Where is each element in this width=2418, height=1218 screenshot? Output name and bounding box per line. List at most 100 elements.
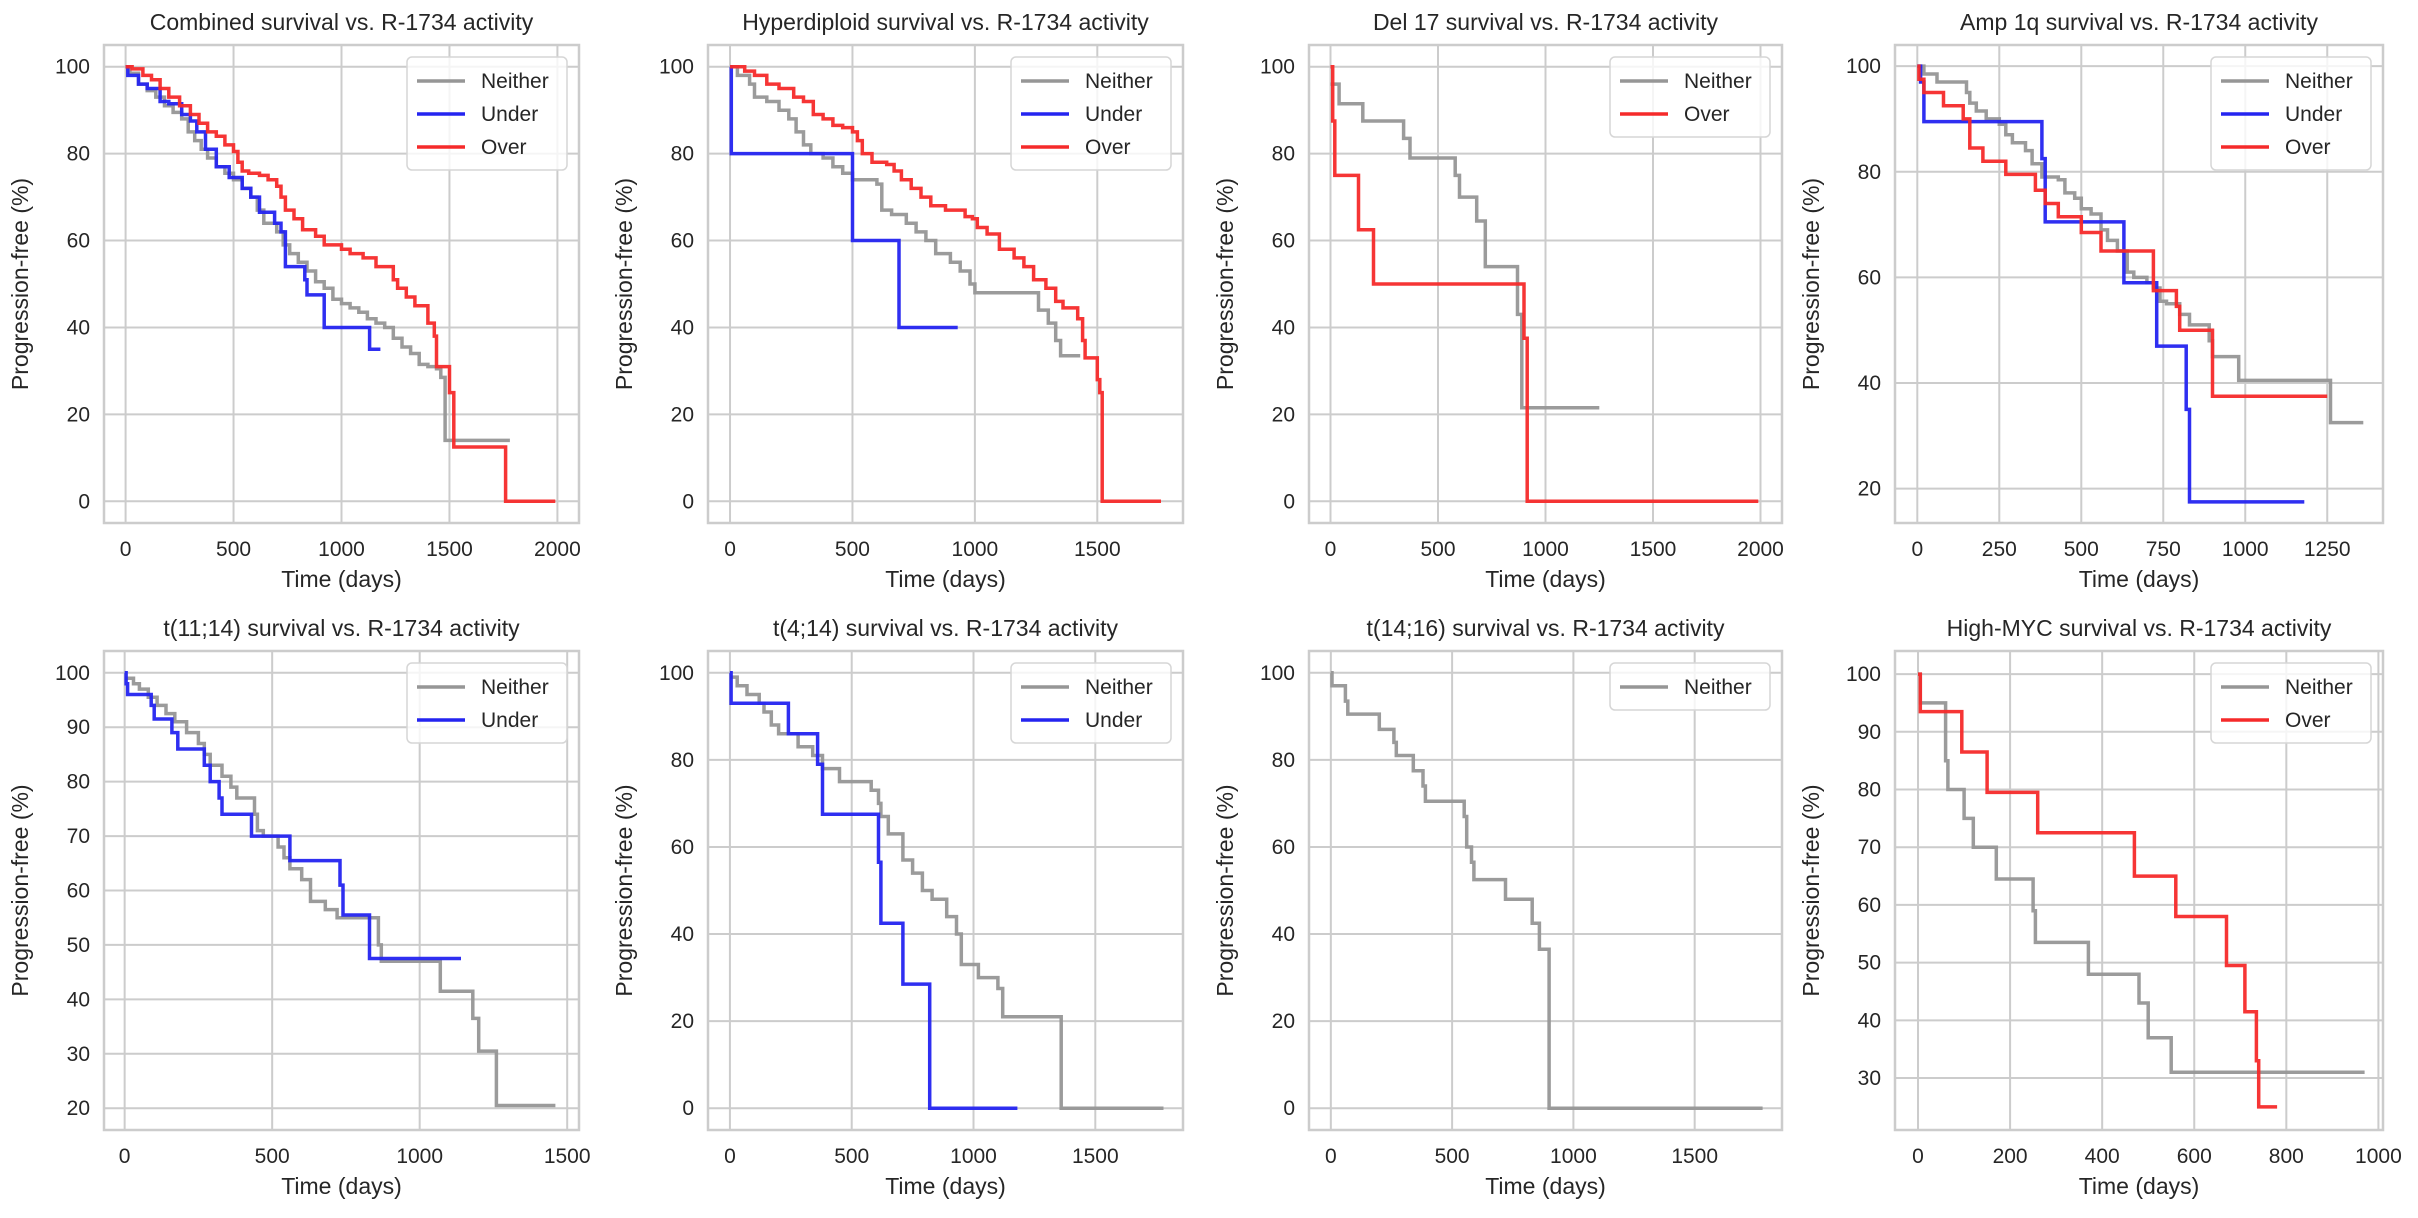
legend-box <box>406 56 568 171</box>
legend-label-neither: Neither <box>1085 676 1153 699</box>
x-tick-label: 1000 <box>318 538 365 561</box>
x-tick-label: 500 <box>834 1145 869 1168</box>
y-axis-label: Progression-free (%) <box>1798 784 1824 996</box>
x-tick-label: 200 <box>1993 1145 2028 1168</box>
chart-title: t(11;14) survival vs. R-1734 activity <box>163 615 520 641</box>
panel-8: 0 200 400 600 800 1000 30 40 50 60 70 80 90 100 High-M… <box>1798 615 2402 1199</box>
y-tick-label: 50 <box>67 934 90 957</box>
legend-box <box>406 662 568 744</box>
y-tick-label: 0 <box>682 490 694 513</box>
y-tick-label: 60 <box>1858 266 1881 289</box>
x-tick-label: 400 <box>2085 1145 2120 1168</box>
y-tick-label: 80 <box>1272 143 1295 166</box>
y-tick-label: 60 <box>671 836 694 859</box>
x-tick-label: 1500 <box>1630 538 1677 561</box>
y-tick-label: 20 <box>671 1010 694 1033</box>
y-tick-label: 40 <box>67 988 90 1011</box>
legend-label-over: Over <box>481 136 527 159</box>
x-tick-label: 1000 <box>1550 1145 1597 1168</box>
x-tick-label: 500 <box>2064 538 2099 561</box>
series-line-neither <box>729 675 1164 1110</box>
x-tick-label: 1000 <box>2222 538 2269 561</box>
y-tick-label: 100 <box>1260 662 1295 685</box>
series-line-neither <box>124 676 556 1108</box>
legend: Neither <box>1609 662 1771 711</box>
y-tick-label: 90 <box>1858 721 1881 744</box>
panel-7: 0 500 1000 1500 0 20 40 60 80 100 t(14;16) surviva… <box>1212 615 1784 1199</box>
y-tick-label: 60 <box>671 230 694 253</box>
x-tick-label: 500 <box>255 1145 290 1168</box>
series-line-neither <box>730 64 1081 358</box>
y-tick-label: 100 <box>55 56 90 79</box>
legend-label-under: Under <box>1085 103 1142 126</box>
y-tick-label: 80 <box>1858 161 1881 184</box>
x-tick-label: 600 <box>2177 1145 2212 1168</box>
panel-3: 0 500 1000 1500 2000 0 20 40 60 80 100 Del 17 survi… <box>1212 9 1784 592</box>
panel-6: 0 500 1000 1500 0 20 40 60 80 100 t(4;14) survival… <box>611 615 1185 1199</box>
y-tick-label: 30 <box>1858 1067 1881 1090</box>
chart-title: Del 17 survival vs. R-1734 activity <box>1373 9 1719 35</box>
legend: Neither Under Over <box>406 56 568 171</box>
x-axis-label: Time (days) <box>281 1173 402 1199</box>
y-tick-label: 50 <box>1858 952 1881 975</box>
x-tick-label: 1000 <box>950 1145 997 1168</box>
legend-box <box>1010 662 1172 744</box>
plot-frame <box>1893 649 2385 1132</box>
series-line-neither <box>1330 671 1763 1110</box>
x-tick-label: 800 <box>2269 1145 2304 1168</box>
y-axis-label: Progression-free (%) <box>1798 178 1824 390</box>
y-tick-label: 40 <box>67 316 90 339</box>
legend-box <box>1609 56 1771 138</box>
gridlines <box>1309 45 1782 523</box>
legend-label-over: Over <box>2285 709 2331 732</box>
y-tick-label: 80 <box>67 771 90 794</box>
legend-label-under: Under <box>2285 103 2342 126</box>
legend: Neither Under Over <box>2210 56 2372 171</box>
x-tick-label: 0 <box>119 1145 131 1168</box>
y-tick-label: 40 <box>1858 372 1881 395</box>
y-tick-label: 80 <box>671 749 694 772</box>
x-tick-label: 0 <box>1911 538 1923 561</box>
plot-frame <box>1307 43 1784 525</box>
legend: Neither Over <box>1609 56 1771 138</box>
y-tick-label: 80 <box>1272 749 1295 772</box>
series-line-under <box>125 64 381 351</box>
y-tick-label: 20 <box>67 1097 90 1120</box>
legend-label-neither: Neither <box>1684 676 1752 699</box>
y-tick-label: 60 <box>1858 894 1881 917</box>
y-tick-label: 20 <box>67 403 90 426</box>
y-tick-label: 70 <box>1858 836 1881 859</box>
panel-5: 0 500 1000 1500 20 30 40 50 60 70 80 90 100 t(11;14) … <box>7 615 591 1199</box>
y-tick-label: 60 <box>67 230 90 253</box>
legend: Neither Under <box>406 662 568 744</box>
x-tick-label: 0 <box>1912 1145 1924 1168</box>
y-tick-label: 30 <box>67 1043 90 1066</box>
y-axis-label: Progression-free (%) <box>1212 178 1238 390</box>
x-tick-label: 0 <box>724 1145 736 1168</box>
chart-title: t(14;16) survival vs. R-1734 activity <box>1367 615 1725 641</box>
series-line-neither <box>1918 672 2365 1075</box>
y-axis-label: Progression-free (%) <box>1212 784 1238 996</box>
y-tick-label: 90 <box>67 716 90 739</box>
x-tick-label: 1000 <box>1522 538 1569 561</box>
y-tick-label: 20 <box>671 403 694 426</box>
y-tick-label: 40 <box>671 316 694 339</box>
legend-box <box>1609 662 1771 711</box>
y-tick-label: 80 <box>671 143 694 166</box>
y-tick-label: 20 <box>1272 403 1295 426</box>
x-tick-label: 1250 <box>2304 538 2351 561</box>
legend-label-over: Over <box>1085 136 1131 159</box>
legend-label-neither: Neither <box>2285 70 2353 93</box>
y-tick-label: 80 <box>1858 779 1881 802</box>
legend-box <box>2210 56 2372 171</box>
y-tick-label: 40 <box>1272 316 1295 339</box>
y-tick-label: 100 <box>659 662 694 685</box>
y-tick-label: 100 <box>1846 663 1881 686</box>
y-axis-label: Progression-free (%) <box>7 784 33 996</box>
panel-4: 0 250 500 750 1000 1250 20 40 60 80 100 Amp 1q surv… <box>1798 9 2385 592</box>
y-tick-label: 60 <box>1272 230 1295 253</box>
x-axis-label: Time (days) <box>2079 566 2200 592</box>
